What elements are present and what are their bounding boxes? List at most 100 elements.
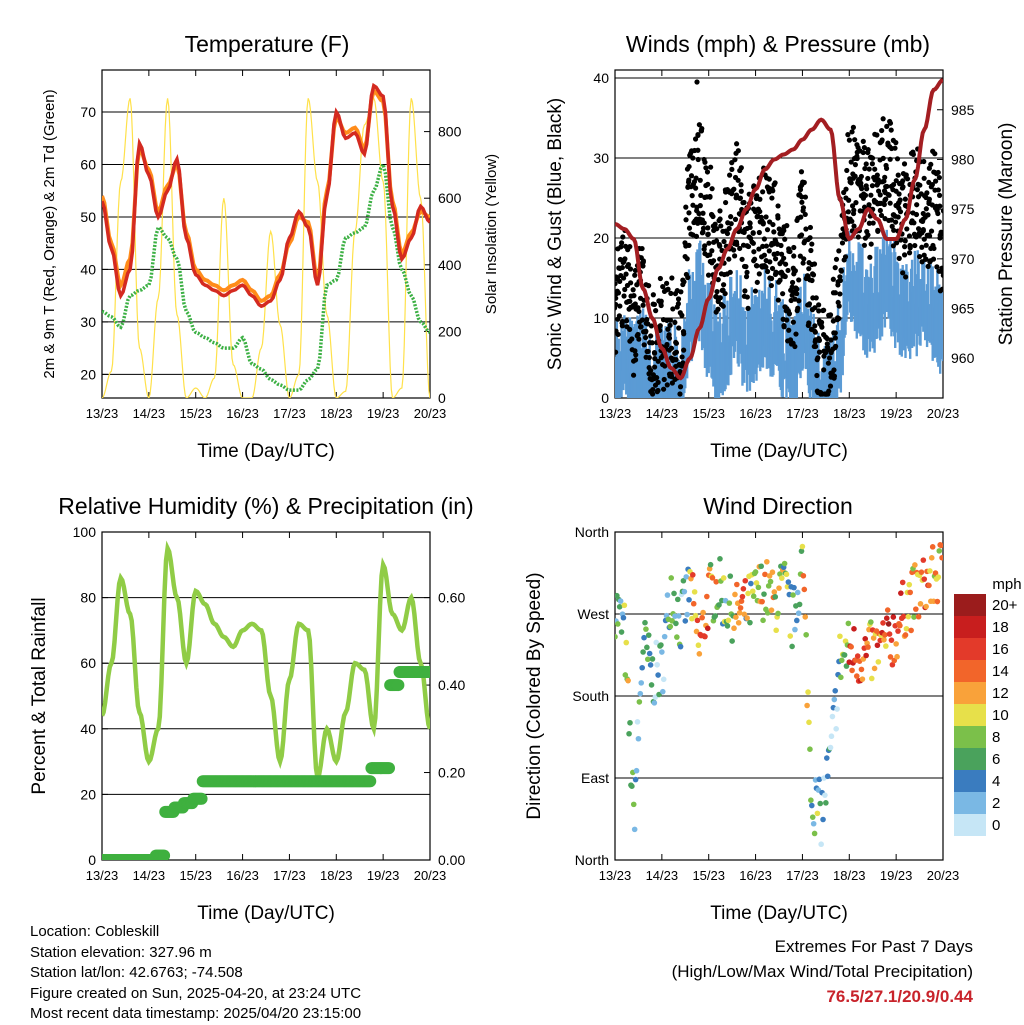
direction-dot	[696, 651, 703, 657]
gust-dot	[705, 272, 712, 278]
gust-dot	[921, 158, 927, 165]
direction-dot	[824, 773, 831, 780]
ytick-label: 40	[593, 70, 609, 86]
gust-dot	[884, 123, 890, 130]
gust-dot	[935, 187, 941, 193]
gust-dot	[916, 254, 923, 260]
ytick-right-label: 975	[951, 201, 975, 217]
direction-dot	[854, 653, 861, 659]
gust-dot	[849, 218, 855, 224]
gust-dot	[828, 337, 834, 343]
chart-title: Wind Direction	[703, 493, 853, 519]
gust-dot	[650, 292, 656, 298]
gust-dot	[827, 383, 834, 389]
direction-dot	[634, 719, 641, 725]
x-axis-label: Time (Day/UTC)	[197, 903, 335, 924]
gust-dot	[891, 227, 897, 233]
gust-dot	[726, 225, 732, 232]
gust-dot	[641, 342, 647, 348]
info-location: Location: Cobleskill	[30, 923, 160, 940]
gust-dot	[743, 274, 750, 280]
gust-dot	[867, 254, 873, 260]
gust-dot	[849, 203, 856, 209]
gust-dot	[733, 195, 739, 201]
gust-dot	[904, 226, 910, 232]
direction-dot	[938, 542, 943, 549]
direction-dot	[735, 619, 742, 626]
direction-dot	[640, 649, 646, 655]
xtick-label: 16/23	[739, 406, 772, 421]
gust-dot	[751, 249, 757, 255]
direction-dot	[874, 642, 881, 649]
gust-dot	[757, 208, 763, 215]
direction-dot	[900, 613, 907, 620]
direction-dot	[912, 562, 918, 568]
gust-dot	[714, 289, 720, 295]
gust-dot	[865, 147, 871, 153]
gust-dot	[679, 363, 685, 369]
gust-dot	[879, 127, 885, 134]
gust-dot	[935, 210, 941, 217]
direction-dot	[692, 612, 699, 619]
gust-dot	[673, 357, 679, 363]
gust-dot	[702, 243, 708, 249]
gust-dot	[625, 262, 632, 268]
gust-dot	[836, 303, 842, 309]
gust-dot	[930, 256, 937, 262]
gust-dot	[919, 244, 925, 250]
direction-dot	[716, 602, 722, 608]
gust-dot	[770, 221, 776, 228]
gust-dot	[707, 193, 713, 200]
direction-dot	[893, 641, 899, 647]
gust-dot	[648, 333, 654, 339]
direction-dot	[903, 625, 910, 632]
direction-dot	[882, 632, 888, 638]
ytick-label: 30	[80, 314, 96, 330]
direction-dot	[677, 643, 684, 650]
gust-dot	[683, 217, 689, 223]
gust-dot	[809, 241, 815, 247]
direction-dot	[717, 556, 723, 562]
temperature-series	[102, 82, 430, 398]
gust-dot	[771, 229, 777, 235]
gust-dot	[791, 244, 797, 251]
gust-dot	[782, 273, 788, 280]
xtick-label: 14/23	[133, 406, 166, 421]
ytick-right-label: 0.60	[438, 590, 465, 606]
y-axis-right-label: Station Pressure (Maroon)	[996, 123, 1017, 346]
direction-dot	[809, 814, 816, 820]
gust-dot	[686, 177, 692, 183]
gust-dot	[816, 337, 823, 343]
gust-dot	[679, 312, 685, 318]
gust-dot	[698, 192, 704, 198]
direction-dot	[639, 664, 645, 671]
legend-swatch	[954, 792, 986, 814]
gust-dot	[894, 240, 900, 246]
direction-dot	[699, 614, 705, 621]
direction-dot	[740, 585, 747, 592]
direction-dot	[895, 628, 901, 634]
gust-dot	[708, 164, 714, 170]
gust-dot	[896, 191, 902, 197]
gust-dot	[623, 318, 630, 324]
gust-dot	[887, 200, 893, 206]
gust-dot	[619, 264, 625, 271]
gust-dot	[792, 343, 798, 350]
ytick-label: 30	[593, 150, 609, 166]
direction-dot	[667, 623, 674, 630]
gust-dot	[684, 256, 690, 262]
gust-dot	[796, 298, 802, 304]
gust-dot	[798, 214, 804, 220]
direction-dot	[649, 656, 656, 662]
gust-dot	[628, 280, 634, 286]
direction-dot	[659, 688, 666, 695]
gust-dot	[811, 261, 818, 267]
legend-label: 8	[992, 729, 1000, 746]
direction-dot	[658, 642, 664, 648]
gust-dot	[830, 318, 836, 324]
direction-dot	[779, 575, 785, 581]
direction-dot	[911, 614, 917, 620]
legend-swatch	[954, 704, 986, 726]
direction-dot	[837, 633, 843, 640]
legend-label: 14	[992, 663, 1009, 680]
